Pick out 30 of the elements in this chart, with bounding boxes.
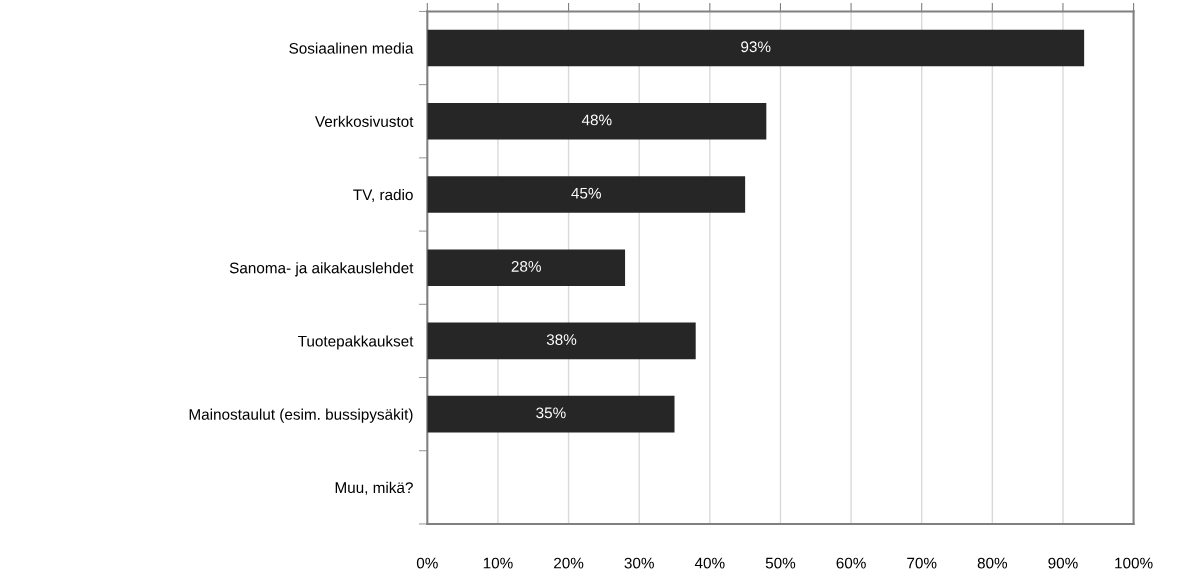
x-tick-label: 100% [1115, 557, 1153, 569]
y-tick-label: Tuotepakkaukset [298, 335, 414, 350]
x-tick-label: 70% [907, 557, 937, 569]
bar [427, 176, 746, 213]
y-tick-label: Mainostaulut (esim. bussipysäkit) [189, 408, 413, 423]
bar [427, 102, 767, 140]
x-tick-label: 90% [1048, 557, 1078, 569]
x-tick-label: 60% [836, 557, 866, 569]
x-tick-label: 0% [416, 557, 438, 569]
data-label: 28% [511, 260, 541, 272]
x-tick-label: 80% [977, 557, 1008, 569]
x-tick-label: 30% [624, 557, 654, 569]
data-label: 35% [536, 407, 566, 419]
x-tick-label: 20% [554, 557, 584, 569]
bar [427, 395, 675, 433]
y-tick-label: Verkkosivustot [315, 115, 414, 127]
data-label: 38% [546, 334, 577, 346]
x-tick-label: 10% [483, 557, 513, 569]
bar [427, 29, 1085, 67]
data-label: 48% [581, 114, 612, 126]
y-tick-label: Muu, mikä? [335, 481, 413, 495]
x-tick-label: 50% [765, 557, 796, 569]
x-tick-label: 40% [694, 557, 725, 569]
bar [427, 249, 626, 286]
data-label: 93% [741, 41, 771, 53]
data-label: 45% [571, 187, 601, 199]
y-tick-label: Sosiaalinen media [289, 42, 414, 54]
y-tick-label: TV, radio [353, 188, 413, 202]
bar [427, 322, 696, 360]
y-tick-label: Sanoma- ja aikakauslehdet [229, 262, 414, 277]
